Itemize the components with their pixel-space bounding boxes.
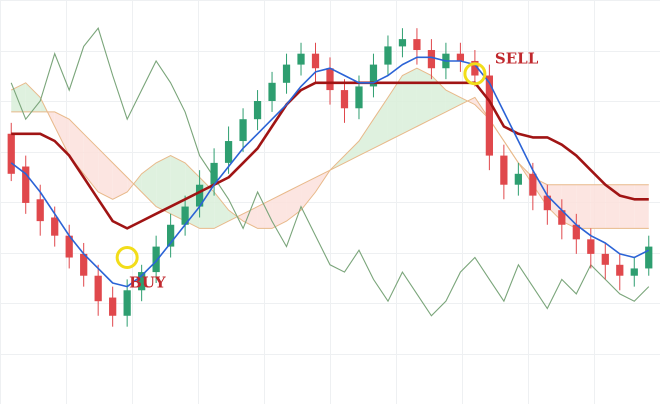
candle-body	[80, 253, 88, 276]
kumo-cloud	[10, 67, 649, 229]
candle-body	[601, 253, 609, 265]
cloud-segment	[605, 184, 620, 229]
candle-body	[253, 101, 262, 120]
cloud-segment	[243, 206, 258, 229]
candle-body	[543, 195, 551, 211]
cloud-segment	[416, 68, 432, 127]
candle-body	[297, 53, 305, 65]
cloud-segment	[634, 184, 649, 229]
candle-body	[326, 68, 334, 91]
candle-body	[167, 224, 175, 247]
senkou-span-b-line	[11, 96, 649, 229]
candle-body	[616, 264, 624, 276]
cloud-segment	[237, 213, 244, 222]
cloud-segment	[156, 155, 171, 214]
cloud-segment	[576, 184, 591, 229]
cloud-segment	[301, 177, 316, 211]
candle-body	[282, 64, 291, 83]
candle-body	[138, 272, 146, 291]
candle-body	[51, 217, 59, 236]
cloud-segment	[127, 177, 134, 192]
chikou-span-series	[10, 27, 650, 317]
candle-body	[224, 141, 233, 163]
cloud-segment	[431, 75, 446, 120]
candle-body	[587, 239, 595, 254]
candle-body	[36, 199, 44, 222]
cloud-segment	[272, 192, 287, 229]
cloud-segment	[11, 82, 26, 112]
cloud-segment	[619, 184, 635, 229]
cloud-segment	[214, 192, 229, 229]
candle-body	[152, 246, 160, 273]
candle-body	[645, 246, 653, 269]
candle-body	[340, 90, 349, 109]
candle-body	[630, 268, 638, 276]
cloud-segment	[373, 97, 388, 149]
candle-body	[268, 82, 276, 101]
candle-body	[558, 210, 566, 225]
candle-body	[384, 46, 392, 65]
candle-body	[94, 275, 102, 302]
kijun-sen-line	[11, 81, 649, 230]
cloud-segment	[133, 173, 142, 192]
candles-series	[7, 28, 653, 327]
candle-body	[65, 235, 73, 258]
cloud-segment	[83, 133, 99, 192]
candle-body	[427, 50, 436, 69]
cloud-segment	[112, 162, 128, 200]
candle-body	[7, 133, 15, 174]
candle-body	[239, 119, 247, 142]
candle-body	[210, 162, 218, 185]
tenkan-sen-series	[10, 56, 650, 288]
signal-marker-sell	[463, 62, 487, 86]
tenkan-sen-line	[10, 56, 650, 288]
cloud-segment	[590, 184, 606, 229]
signal-marker-buy	[115, 246, 139, 270]
cloud-segment	[98, 148, 113, 200]
candle-body	[529, 173, 537, 196]
chikou-span-line	[10, 27, 650, 317]
candle-body	[22, 166, 30, 203]
cloud-segment	[228, 210, 238, 222]
signal-annotations: BUY SELL	[115, 50, 539, 292]
candle-body	[413, 39, 421, 51]
cloud-segment	[387, 75, 403, 142]
candle-body	[123, 290, 131, 316]
candle-body	[398, 39, 407, 47]
candle-body	[369, 64, 378, 87]
candle-body	[485, 75, 493, 156]
candle-body	[471, 60, 479, 76]
cloud-segment	[358, 119, 374, 156]
cloud-segment	[402, 68, 417, 134]
cloud-segment	[460, 97, 468, 105]
candle-body	[456, 53, 465, 61]
candle-body	[355, 86, 363, 109]
kijun-sen-series	[11, 81, 649, 230]
cloud-segment	[286, 184, 302, 222]
candle-body	[181, 206, 189, 225]
candle-body	[109, 297, 117, 316]
cloud-segment	[257, 199, 273, 229]
candle-body	[572, 224, 580, 240]
signal-label-buy: BUY	[129, 274, 166, 292]
candle-body	[500, 155, 508, 185]
signal-label-sell: SELL	[495, 50, 539, 68]
cloud-segment	[467, 97, 475, 105]
candle-body	[311, 53, 320, 69]
cloud-segment	[54, 111, 70, 156]
cloud-segment	[25, 82, 41, 112]
candle-body	[514, 173, 522, 185]
candle-body	[195, 184, 204, 207]
